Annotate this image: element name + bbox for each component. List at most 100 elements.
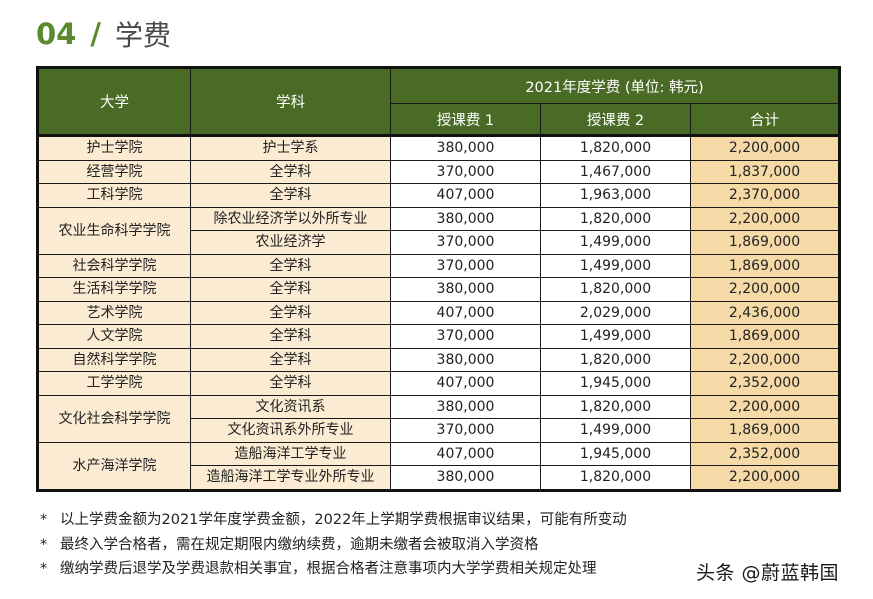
fee2-cell: 1,945,000 [540,371,691,396]
total-cell: 2,200,000 [690,347,840,372]
section-number: 04 [36,17,77,51]
table-row: 自然科学学院 全学科 380,000 1,820,000 2,200,000 [37,347,840,372]
fee1-cell: 380,000 [390,135,541,161]
fee1-cell: 407,000 [390,300,541,325]
total-cell: 2,200,000 [690,206,840,231]
table-row: 经营学院 全学科 370,000 1,467,000 1,837,000 [37,159,840,184]
college-cell: 农业生命科学学院 [37,206,191,255]
header-fee-group: 2021年度学费 (单位: 韩元) [390,67,840,104]
total-cell: 2,352,000 [690,371,840,396]
table-row: 造船海洋工学专业外所专业 380,000 1,820,000 2,200,000 [38,465,840,491]
tuition-table: 大学 学科 2021年度学费 (单位: 韩元) 授课费 1 授课费 2 合计 护… [36,66,841,492]
total-cell: 1,869,000 [690,230,840,255]
fee2-cell: 1,820,000 [540,135,691,161]
note-item: * 最终入学合格者，需在规定期限内缴纳续费，逾期未缴者会被取消入学资格 [40,533,627,558]
notes-list: * 以上学费金额为2021学年度学费金额，2022年上学期学费根据审议结果，可能… [40,508,627,582]
fee2-cell: 1,820,000 [540,277,691,302]
college-cell: 文化社会科学学院 [37,394,191,443]
major-cell: 造船海洋工学专业外所专业 [190,465,391,491]
section-separator: / [90,17,101,51]
note-marker: * [40,561,48,577]
total-cell: 1,869,000 [690,418,840,443]
fee2-cell: 1,499,000 [540,230,691,255]
table-row: 农业经济学 370,000 1,499,000 1,869,000 [38,230,840,255]
total-cell: 2,200,000 [690,135,840,161]
fee1-cell: 380,000 [390,465,541,491]
major-cell: 文化资讯系 [190,394,391,419]
fee2-cell: 1,499,000 [540,418,691,443]
section-heading: 学费 [114,19,171,52]
note-text: 最终入学合格者，需在规定期限内缴纳续费，逾期未缴者会被取消入学资格 [60,536,539,553]
note-text: 缴纳学费后退学及学费退款相关事宜，根据合格者注意事项内大学学费相关规定处理 [60,561,597,577]
watermark: 头条 @蔚蓝韩国 [696,562,840,584]
header-college: 大学 [37,67,191,136]
college-cell: 工科学院 [37,183,191,208]
fee1-cell: 407,000 [390,183,541,208]
table-row: 文化社会科学学院 文化资讯系 380,000 1,820,000 2,200,0… [37,394,840,443]
fee1-cell: 407,000 [390,441,541,466]
fee1-cell: 370,000 [390,324,541,349]
college-cell: 经营学院 [37,159,191,184]
fee1-cell: 380,000 [390,394,541,419]
college-cell: 生活科学学院 [37,277,191,302]
college-cell: 护士学院 [37,135,191,161]
header-major: 学科 [190,67,391,136]
fee2-cell: 2,029,000 [540,300,691,325]
fee2-cell: 1,820,000 [540,394,691,419]
major-cell: 文化资讯系外所专业 [190,418,391,443]
fee1-cell: 370,000 [390,418,541,443]
college-cell: 自然科学学院 [37,347,191,372]
total-cell: 2,436,000 [690,300,840,325]
college-cell: 人文学院 [37,324,191,349]
section-title: 04 / 学费 [36,14,171,54]
table-row: 农业生命科学学院 除农业经济学以外所专业 380,000 1,820,000 2… [37,206,840,255]
fee1-cell: 370,000 [390,253,541,278]
note-marker: * [40,536,48,553]
fee2-cell: 1,963,000 [540,183,691,208]
fee2-cell: 1,499,000 [540,253,691,278]
major-cell: 全学科 [190,183,391,208]
fee2-cell: 1,945,000 [540,441,691,466]
fee1-cell: 407,000 [390,371,541,396]
fee1-cell: 380,000 [390,277,541,302]
college-cell: 水产海洋学院 [37,441,191,491]
major-cell: 除农业经济学以外所专业 [190,206,391,231]
total-cell: 2,352,000 [690,441,840,466]
major-cell: 全学科 [190,347,391,372]
total-cell: 1,837,000 [690,159,840,184]
total-cell: 1,869,000 [690,324,840,349]
fee2-cell: 1,499,000 [540,324,691,349]
table-row: 人文学院 全学科 370,000 1,499,000 1,869,000 [37,324,840,349]
major-cell: 农业经济学 [190,230,391,255]
major-cell: 全学科 [190,324,391,349]
major-cell: 护士学系 [190,135,391,161]
fee1-cell: 380,000 [390,347,541,372]
total-cell: 2,200,000 [690,465,840,491]
fee1-cell: 380,000 [390,206,541,231]
table-row: 艺术学院 全学科 407,000 2,029,000 2,436,000 [37,300,840,325]
note-item: * 以上学费金额为2021学年度学费金额，2022年上学期学费根据审议结果，可能… [40,508,627,533]
table-row: 文化资讯系外所专业 370,000 1,499,000 1,869,000 [38,418,840,443]
note-marker: * [40,512,48,528]
header-fee1: 授课费 1 [390,103,541,136]
major-cell: 造船海洋工学专业 [190,441,391,466]
major-cell: 全学科 [190,159,391,184]
fee2-cell: 1,820,000 [540,347,691,372]
college-cell: 工学学院 [37,371,191,396]
table-row: 工学学院 全学科 407,000 1,945,000 2,352,000 [37,371,840,396]
header-total: 合计 [690,103,840,136]
college-cell: 社会科学学院 [37,253,191,278]
fee2-cell: 1,820,000 [540,206,691,231]
fee1-cell: 370,000 [390,230,541,255]
table-row: 水产海洋学院 造船海洋工学专业 407,000 1,945,000 2,352,… [37,441,840,491]
total-cell: 2,200,000 [690,394,840,419]
total-cell: 1,869,000 [690,253,840,278]
total-cell: 2,370,000 [690,183,840,208]
table-row: 护士学院 护士学系 380,000 1,820,000 2,200,000 [37,135,840,161]
note-text: 以上学费金额为2021学年度学费金额，2022年上学期学费根据审议结果，可能有所… [60,512,627,528]
college-cell: 艺术学院 [37,300,191,325]
fee2-cell: 1,467,000 [540,159,691,184]
fee1-cell: 370,000 [390,159,541,184]
major-cell: 全学科 [190,371,391,396]
total-cell: 2,200,000 [690,277,840,302]
